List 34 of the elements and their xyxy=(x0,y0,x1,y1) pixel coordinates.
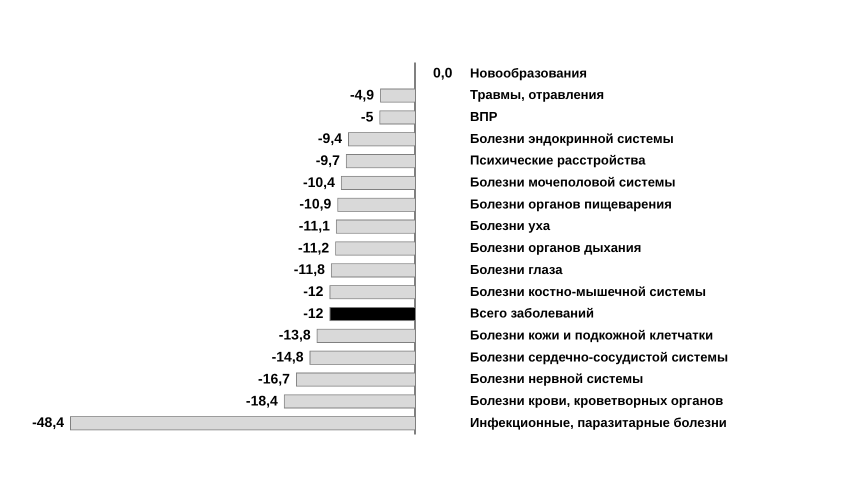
y-tick-label: Болезни кожи и подкожной клетчатки xyxy=(470,327,714,342)
y-tick-label: Травмы, отравления xyxy=(470,87,604,102)
data-label: -16,7 xyxy=(258,370,290,386)
data-label: -10,9 xyxy=(299,196,332,212)
data-label: -10,4 xyxy=(302,174,336,190)
y-tick-label: Болезни сердечно-сосудистой системы xyxy=(470,349,728,364)
data-label: -11,8 xyxy=(294,261,326,278)
y-tick-label: ВПР xyxy=(470,108,498,124)
y-tick-label: Болезни уха xyxy=(470,218,551,234)
data-label: -9,4 xyxy=(318,130,342,146)
y-tick-label: Инфекционные, паразитарные болезни xyxy=(470,414,727,430)
y-tick-label: Болезни костно-мышечной системы xyxy=(470,284,706,299)
y-tick-label: Болезни крови, кроветворных органов xyxy=(470,393,724,408)
y-tick-label: Новообразования xyxy=(470,65,587,80)
y-tick-label: Болезни эндокринной системы xyxy=(470,130,674,146)
data-label: 0,0 xyxy=(433,64,453,81)
y-tick-label: Болезни нервной системы xyxy=(470,371,644,386)
y-tick-label: Болезни органов пищеварения xyxy=(470,196,672,212)
data-label: -9,7 xyxy=(316,152,340,168)
data-label: -12 xyxy=(303,283,324,300)
data-label: -14,8 xyxy=(272,348,304,365)
data-label: -11,2 xyxy=(298,239,330,256)
y-tick-label: Психические расстройства xyxy=(470,152,646,168)
data-label: -12 xyxy=(303,304,324,321)
data-label: -11,1 xyxy=(298,218,330,234)
y-tick-label: Болезни глаза xyxy=(470,262,564,277)
data-label: -13,8 xyxy=(278,326,311,343)
data-label: -18,4 xyxy=(246,392,278,408)
y-tick-label: Болезни мочеполовой системы xyxy=(470,174,676,190)
data-label: -4,9 xyxy=(350,86,374,102)
y-tick-label: Всего заболеваний xyxy=(470,306,594,321)
data-label: -5 xyxy=(360,108,374,124)
y-tick-label: Болезни органов дыхания xyxy=(470,240,642,256)
data-label: -48,4 xyxy=(32,414,64,430)
